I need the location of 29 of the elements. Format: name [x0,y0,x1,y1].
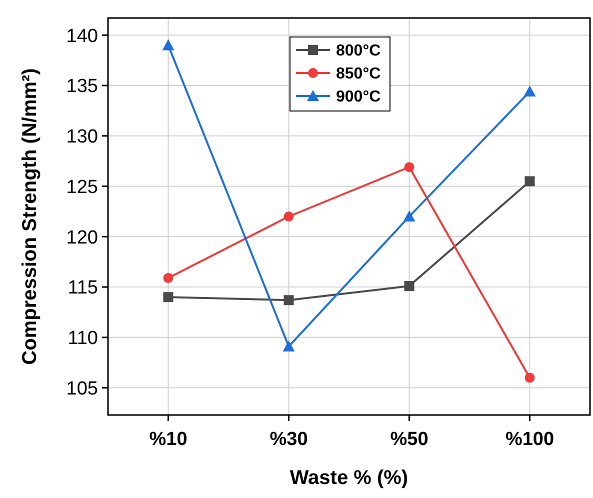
point [284,212,294,222]
point [524,372,535,383]
y-tick-label: 130 [66,126,98,148]
legend-label: 850°C [336,66,382,83]
point [162,39,174,50]
point [404,162,414,172]
point [404,281,414,292]
legend-label: 900°C [336,88,382,106]
point [163,292,174,302]
legend-label: 800°C [336,42,382,60]
x-tick-label: %10 [149,429,188,450]
point [282,340,295,352]
point [524,176,535,186]
y-tick-label: 140 [66,26,98,47]
y-tick-label: 125 [66,176,98,198]
x-axis-title: Waste % (%) [290,467,408,489]
y-axis-title: Compression Strength (N/mm²) [19,68,41,365]
y-tick-label: 120 [66,227,98,248]
y-tick-label: 115 [68,278,98,299]
x-tick-label: %50 [390,429,428,450]
x-tick-label: %100 [505,429,554,450]
point [524,86,536,97]
y-tick-label: 110 [68,328,98,350]
point [284,295,294,306]
y-tick-label: 105 [66,378,98,400]
y-tick-label: 135 [66,76,98,98]
x-tick-label: %30 [270,429,308,450]
point [163,272,174,283]
point [403,210,416,222]
